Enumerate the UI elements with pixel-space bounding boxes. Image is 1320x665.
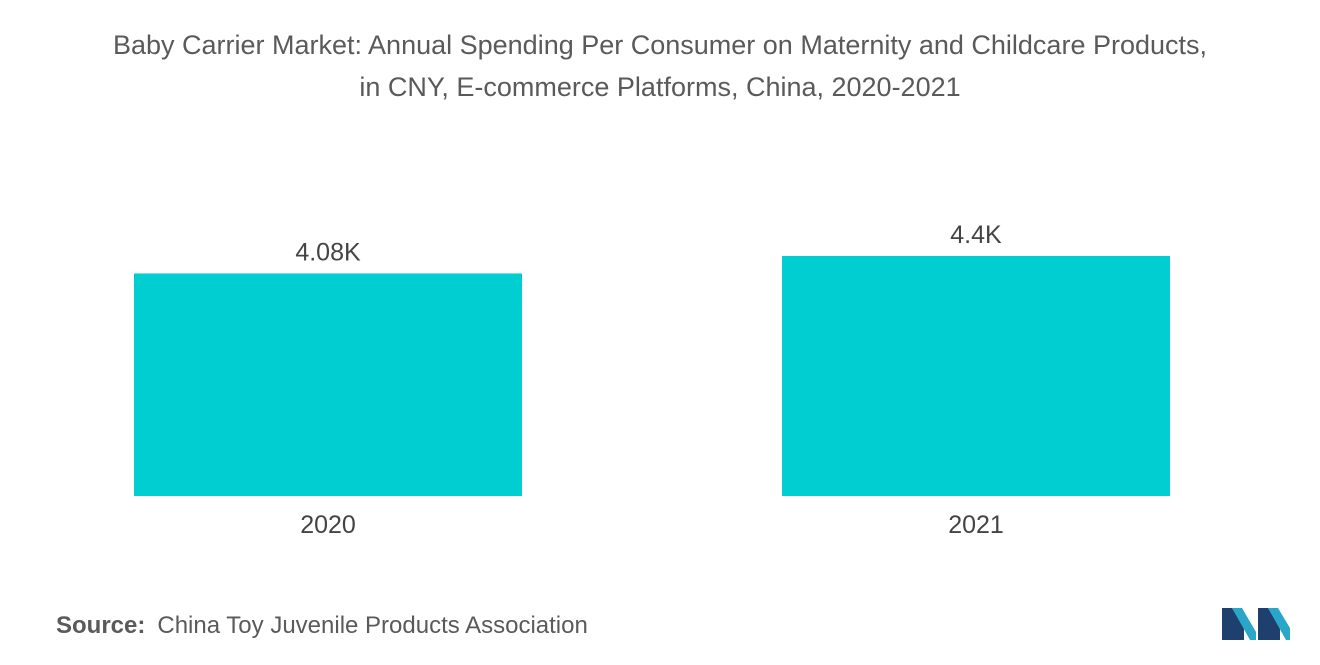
data-label-2021: 4.4K	[950, 221, 1002, 249]
chart-title-line-1: Baby Carrier Market: Annual Spending Per…	[112, 30, 1208, 60]
source-label: Source:	[56, 612, 146, 639]
source-text: China Toy Juvenile Products Association	[157, 612, 588, 639]
chart-title: Baby Carrier Market: Annual Spending Per…	[0, 24, 1320, 108]
chart-title-line-2: in CNY, E-commerce Platforms, China, 202…	[359, 72, 961, 102]
source-note: Source: China Toy Juvenile Products Assoc…	[56, 612, 588, 640]
x-tick-label-2020: 2020	[300, 511, 356, 539]
bar-2020	[134, 273, 522, 496]
x-tick-label-2021: 2021	[948, 511, 1004, 539]
mordor-intelligence-logo-icon	[1222, 608, 1290, 640]
data-label-2020: 4.08K	[295, 238, 361, 266]
bar-2021	[782, 256, 1170, 496]
